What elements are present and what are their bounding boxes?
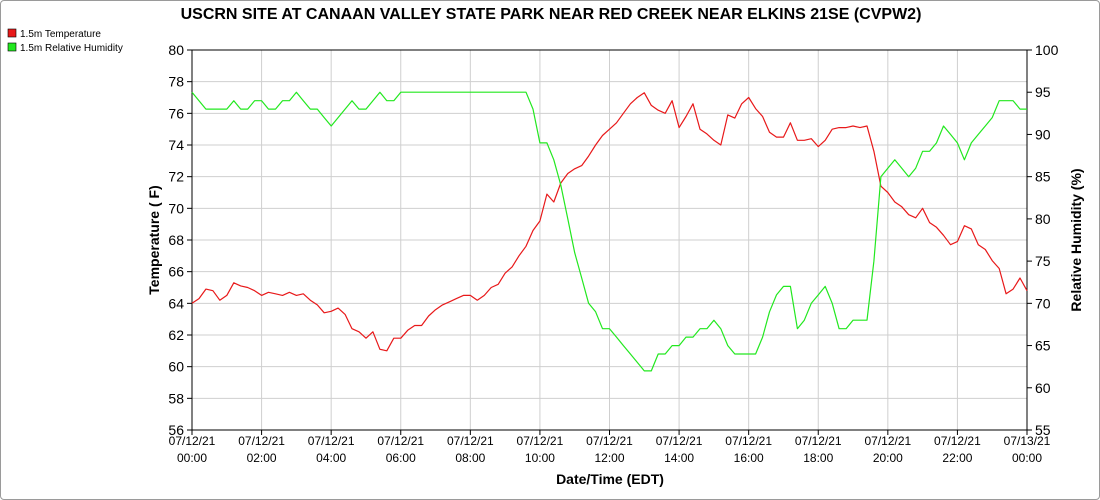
right-tick-label-0: 55 bbox=[1035, 422, 1051, 438]
left-tick-label-5: 66 bbox=[168, 264, 184, 280]
x-tick-date-0: 07/12/21 bbox=[169, 434, 216, 448]
x-tick-time-7: 14:00 bbox=[664, 451, 694, 465]
series-line-temperature bbox=[191, 92, 1028, 352]
right-tick-label-1: 60 bbox=[1035, 380, 1051, 396]
x-tick-time-2: 04:00 bbox=[316, 451, 346, 465]
right-axis-ticks: 55 60 65 70 75 80 85 90 95 100 bbox=[1027, 42, 1059, 438]
left-tick-label-7: 70 bbox=[168, 200, 184, 216]
right-tick-label-5: 80 bbox=[1035, 211, 1051, 227]
right-tick-label-8: 95 bbox=[1035, 84, 1051, 100]
x-tick-date-6: 07/12/21 bbox=[586, 434, 633, 448]
grid bbox=[191, 49, 1028, 431]
left-tick-label-12: 80 bbox=[168, 42, 184, 58]
x-tick-time-0: 00:00 bbox=[177, 451, 207, 465]
left-tick-label-0: 56 bbox=[168, 422, 184, 438]
x-tick-date-3: 07/12/21 bbox=[377, 434, 424, 448]
x-tick-date-12: 07/13/21 bbox=[1004, 434, 1051, 448]
y2-axis-label: Relative Humidity (%) bbox=[1068, 168, 1084, 311]
left-tick-label-8: 72 bbox=[168, 169, 184, 185]
x-tick-date-10: 07/12/21 bbox=[864, 434, 911, 448]
legend: 1.5m Temperature 1.5m Relative Humidity bbox=[7, 28, 123, 54]
right-tick-label-4: 75 bbox=[1035, 253, 1051, 269]
left-tick-label-4: 64 bbox=[168, 295, 184, 311]
x-tick-date-2: 07/12/21 bbox=[308, 434, 355, 448]
left-axis-ticks: 56 58 60 62 64 66 68 70 72 74 76 78 80 bbox=[168, 42, 192, 438]
right-tick-label-9: 100 bbox=[1035, 42, 1059, 58]
legend-label-temperature: 1.5m Temperature bbox=[20, 29, 101, 40]
x-tick-time-1: 02:00 bbox=[247, 451, 277, 465]
left-tick-label-9: 74 bbox=[168, 137, 184, 153]
y-axis-label: Temperature ( F) bbox=[146, 185, 162, 294]
x-axis-label: Date/Time (EDT) bbox=[556, 471, 664, 487]
left-tick-label-6: 68 bbox=[168, 232, 184, 248]
x-tick-time-3: 06:00 bbox=[386, 451, 416, 465]
x-tick-date-8: 07/12/21 bbox=[725, 434, 772, 448]
x-tick-time-9: 18:00 bbox=[803, 451, 833, 465]
x-tick-date-1: 07/12/21 bbox=[238, 434, 285, 448]
legend-swatch-temperature bbox=[7, 28, 17, 38]
x-axis-ticks: 07/12/21 00:00 07/12/21 02:00 07/12/21 04:00 0… bbox=[169, 430, 1051, 465]
left-tick-label-1: 58 bbox=[168, 390, 184, 406]
x-tick-time-8: 16:00 bbox=[734, 451, 764, 465]
x-tick-time-5: 10:00 bbox=[525, 451, 555, 465]
series-line-humidity bbox=[191, 91, 1027, 372]
left-tick-label-2: 60 bbox=[168, 359, 184, 375]
right-tick-label-3: 70 bbox=[1035, 295, 1051, 311]
x-tick-time-11: 22:00 bbox=[942, 451, 972, 465]
legend-label-humidity: 1.5m Relative Humidity bbox=[20, 43, 123, 54]
left-tick-label-11: 78 bbox=[168, 74, 184, 90]
x-tick-date-4: 07/12/21 bbox=[447, 434, 494, 448]
x-tick-time-12: 00:00 bbox=[1012, 451, 1042, 465]
x-tick-time-6: 12:00 bbox=[594, 451, 624, 465]
series-layer bbox=[191, 91, 1028, 372]
x-tick-date-5: 07/12/21 bbox=[517, 434, 564, 448]
x-tick-date-7: 07/12/21 bbox=[656, 434, 703, 448]
legend-swatch-humidity bbox=[7, 42, 17, 52]
x-tick-time-10: 20:00 bbox=[873, 451, 903, 465]
left-tick-label-10: 76 bbox=[168, 105, 184, 121]
x-tick-date-11: 07/12/21 bbox=[934, 434, 981, 448]
right-tick-label-7: 90 bbox=[1035, 126, 1051, 142]
x-tick-date-9: 07/12/21 bbox=[795, 434, 842, 448]
x-tick-time-4: 08:00 bbox=[455, 451, 485, 465]
right-tick-label-6: 85 bbox=[1035, 169, 1051, 185]
left-tick-label-3: 62 bbox=[168, 327, 184, 343]
chart-title: USCRN SITE AT CANAAN VALLEY STATE PARK N… bbox=[181, 6, 922, 23]
right-tick-label-2: 65 bbox=[1035, 338, 1051, 354]
